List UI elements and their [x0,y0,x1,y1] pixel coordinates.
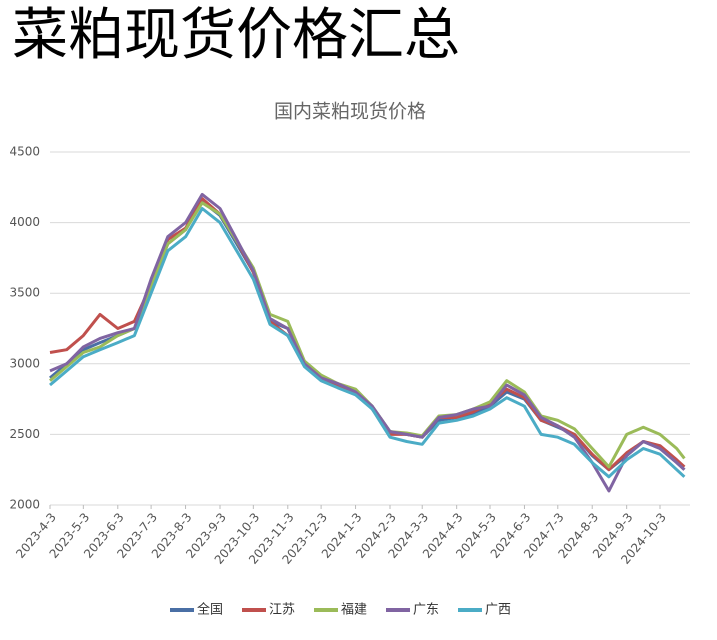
legend-label: 广东 [413,603,439,618]
series-line [49,197,686,472]
y-tick-label: 4000 [9,215,40,229]
legend-label: 福建 [341,603,367,618]
chart-title: 国内菜粕现货价格 [274,101,426,123]
y-tick-label: 3500 [9,286,40,300]
series-line [49,201,686,469]
y-tick-label: 3000 [9,356,40,370]
legend-label: 全国 [197,602,223,618]
y-tick-label: 2000 [9,498,40,512]
page-title: 菜粕现货价格汇总 [12,3,460,68]
y-tick-label: 4500 [9,145,40,159]
y-tick-label: 2500 [9,427,40,441]
series-line [49,199,686,472]
legend-label: 江苏 [269,602,295,618]
series-line [49,192,686,493]
legend-label: 广西 [485,603,511,618]
series-line [49,207,686,479]
